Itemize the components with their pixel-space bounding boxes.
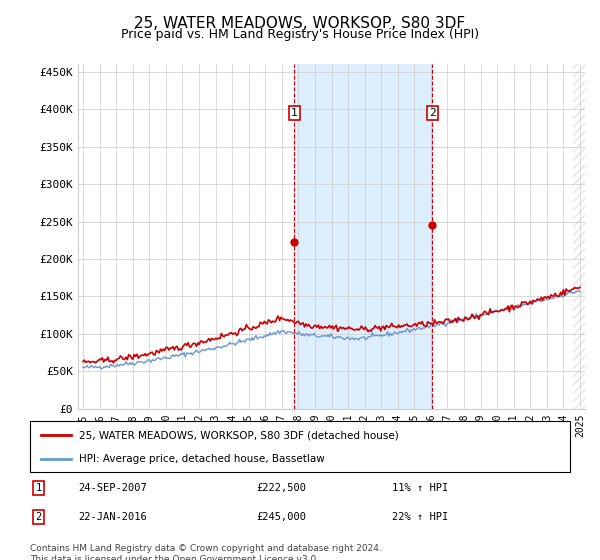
Text: 22-JAN-2016: 22-JAN-2016	[79, 512, 148, 522]
Bar	[574, 64, 589, 409]
Text: 1: 1	[35, 483, 41, 493]
Bar	[294, 64, 432, 409]
Bar	[574, 64, 589, 409]
FancyBboxPatch shape	[30, 421, 570, 472]
Text: 25, WATER MEADOWS, WORKSOP, S80 3DF: 25, WATER MEADOWS, WORKSOP, S80 3DF	[134, 16, 466, 31]
Text: Price paid vs. HM Land Registry's House Price Index (HPI): Price paid vs. HM Land Registry's House …	[121, 28, 479, 41]
Text: HPI: Average price, detached house, Bassetlaw: HPI: Average price, detached house, Bass…	[79, 454, 325, 464]
Text: 2: 2	[429, 108, 436, 118]
Text: 2: 2	[35, 512, 41, 522]
Text: 11% ↑ HPI: 11% ↑ HPI	[392, 483, 448, 493]
Text: 22% ↑ HPI: 22% ↑ HPI	[392, 512, 448, 522]
Text: 24-SEP-2007: 24-SEP-2007	[79, 483, 148, 493]
Text: £222,500: £222,500	[257, 483, 307, 493]
Text: 1: 1	[291, 108, 298, 118]
Text: Contains HM Land Registry data © Crown copyright and database right 2024.
This d: Contains HM Land Registry data © Crown c…	[30, 544, 382, 560]
Text: £245,000: £245,000	[257, 512, 307, 522]
Text: 25, WATER MEADOWS, WORKSOP, S80 3DF (detached house): 25, WATER MEADOWS, WORKSOP, S80 3DF (det…	[79, 430, 398, 440]
